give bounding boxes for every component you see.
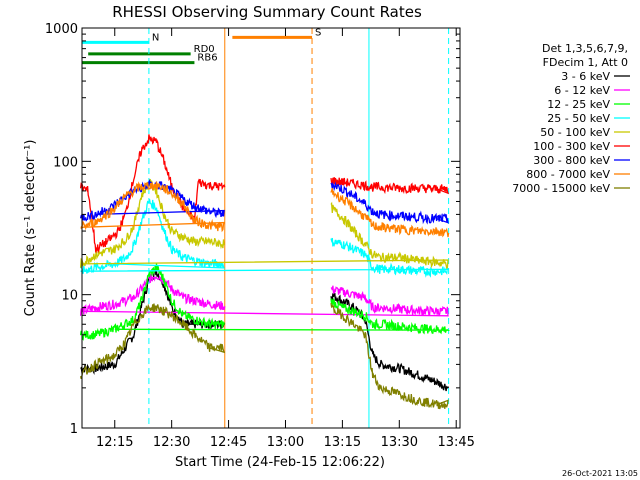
annotation-label: RD0: [194, 44, 215, 55]
y-tick-label: 1: [70, 422, 78, 437]
y-tick-label: 1000: [45, 22, 78, 37]
series-line-8: [79, 303, 226, 380]
annotation-label: RB6: [197, 53, 217, 64]
legend-entry: 7000 - 15000 keV: [512, 182, 610, 195]
x-tick-label: 13:15: [324, 435, 361, 450]
x-axis: 12:15 12:30 12:45 13:00 13:15 13:30 13:45: [96, 28, 475, 450]
series-line-8: [330, 303, 449, 410]
series-line-4: [80, 201, 449, 270]
series-line-1: [80, 285, 449, 317]
legend-title: FDecim 1, Att 0: [543, 56, 628, 69]
legend-entry: 50 - 100 keV: [540, 126, 610, 139]
x-tick-label: 12:30: [153, 435, 190, 450]
series-group: [79, 134, 451, 410]
series-line-6: [330, 181, 449, 225]
legend-title: Det 1,3,5,6,7,9,: [542, 42, 628, 55]
y-tick-label: 100: [53, 155, 78, 170]
plot-frame: [81, 27, 461, 429]
series-line-3: [79, 199, 226, 274]
y-axis: 1 10 100 1000: [45, 22, 460, 437]
x-axis-label: Start Time (24-Feb-15 12:06:22): [175, 455, 385, 470]
annotation-label: S: [315, 27, 321, 38]
legend-entry: 300 - 800 keV: [533, 154, 610, 167]
chart-title: RHESSI Observing Summary Count Rates: [112, 3, 422, 21]
series-line-1: [79, 273, 226, 316]
x-tick-label: 13:45: [437, 435, 474, 450]
timestamp: 26-Oct-2021 13:05: [562, 469, 638, 478]
y-axis-label: Count Rate (s⁻¹ detector⁻¹): [23, 140, 38, 317]
series-line-2: [114, 297, 451, 335]
x-tick-label: 12:15: [96, 435, 133, 450]
annotation-label: N: [152, 32, 159, 43]
series-line-5: [79, 134, 226, 254]
x-tick-label: 13:00: [267, 435, 304, 450]
y-tick-label: 10: [61, 289, 78, 304]
series-line-7: [330, 188, 450, 238]
series-line-7: [80, 181, 225, 233]
legend-entry: 6 - 12 keV: [554, 84, 610, 97]
legend: Det 1,3,5,6,7,9,FDecim 1, Att 03 - 6 keV…: [512, 42, 630, 195]
time-markers: [148, 28, 450, 428]
legend-entry: 3 - 6 keV: [561, 70, 610, 83]
legend-entry: 12 - 25 keV: [547, 98, 610, 111]
series-line-3: [80, 237, 450, 278]
series-line-0: [330, 292, 450, 392]
legend-entry: 100 - 300 keV: [533, 140, 610, 153]
x-tick-label: 12:45: [210, 435, 247, 450]
mode-annotations: N RD0 S RB6: [82, 27, 321, 65]
series-line-5: [330, 177, 449, 195]
legend-entry: 800 - 7000 keV: [526, 168, 610, 181]
series-line-2: [79, 263, 225, 341]
legend-entry: 25 - 50 keV: [547, 112, 610, 125]
x-tick-label: 13:30: [381, 435, 418, 450]
